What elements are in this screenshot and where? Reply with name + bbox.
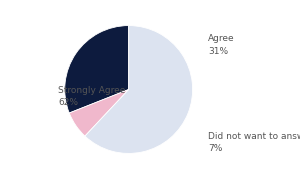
Text: Did not want to answer
7%: Did not want to answer 7%: [208, 132, 300, 153]
Text: Strongly Agree
62%: Strongly Agree 62%: [58, 86, 125, 107]
Text: Agree
31%: Agree 31%: [208, 34, 235, 56]
Wedge shape: [85, 26, 193, 153]
Wedge shape: [69, 90, 129, 136]
Wedge shape: [65, 26, 129, 113]
